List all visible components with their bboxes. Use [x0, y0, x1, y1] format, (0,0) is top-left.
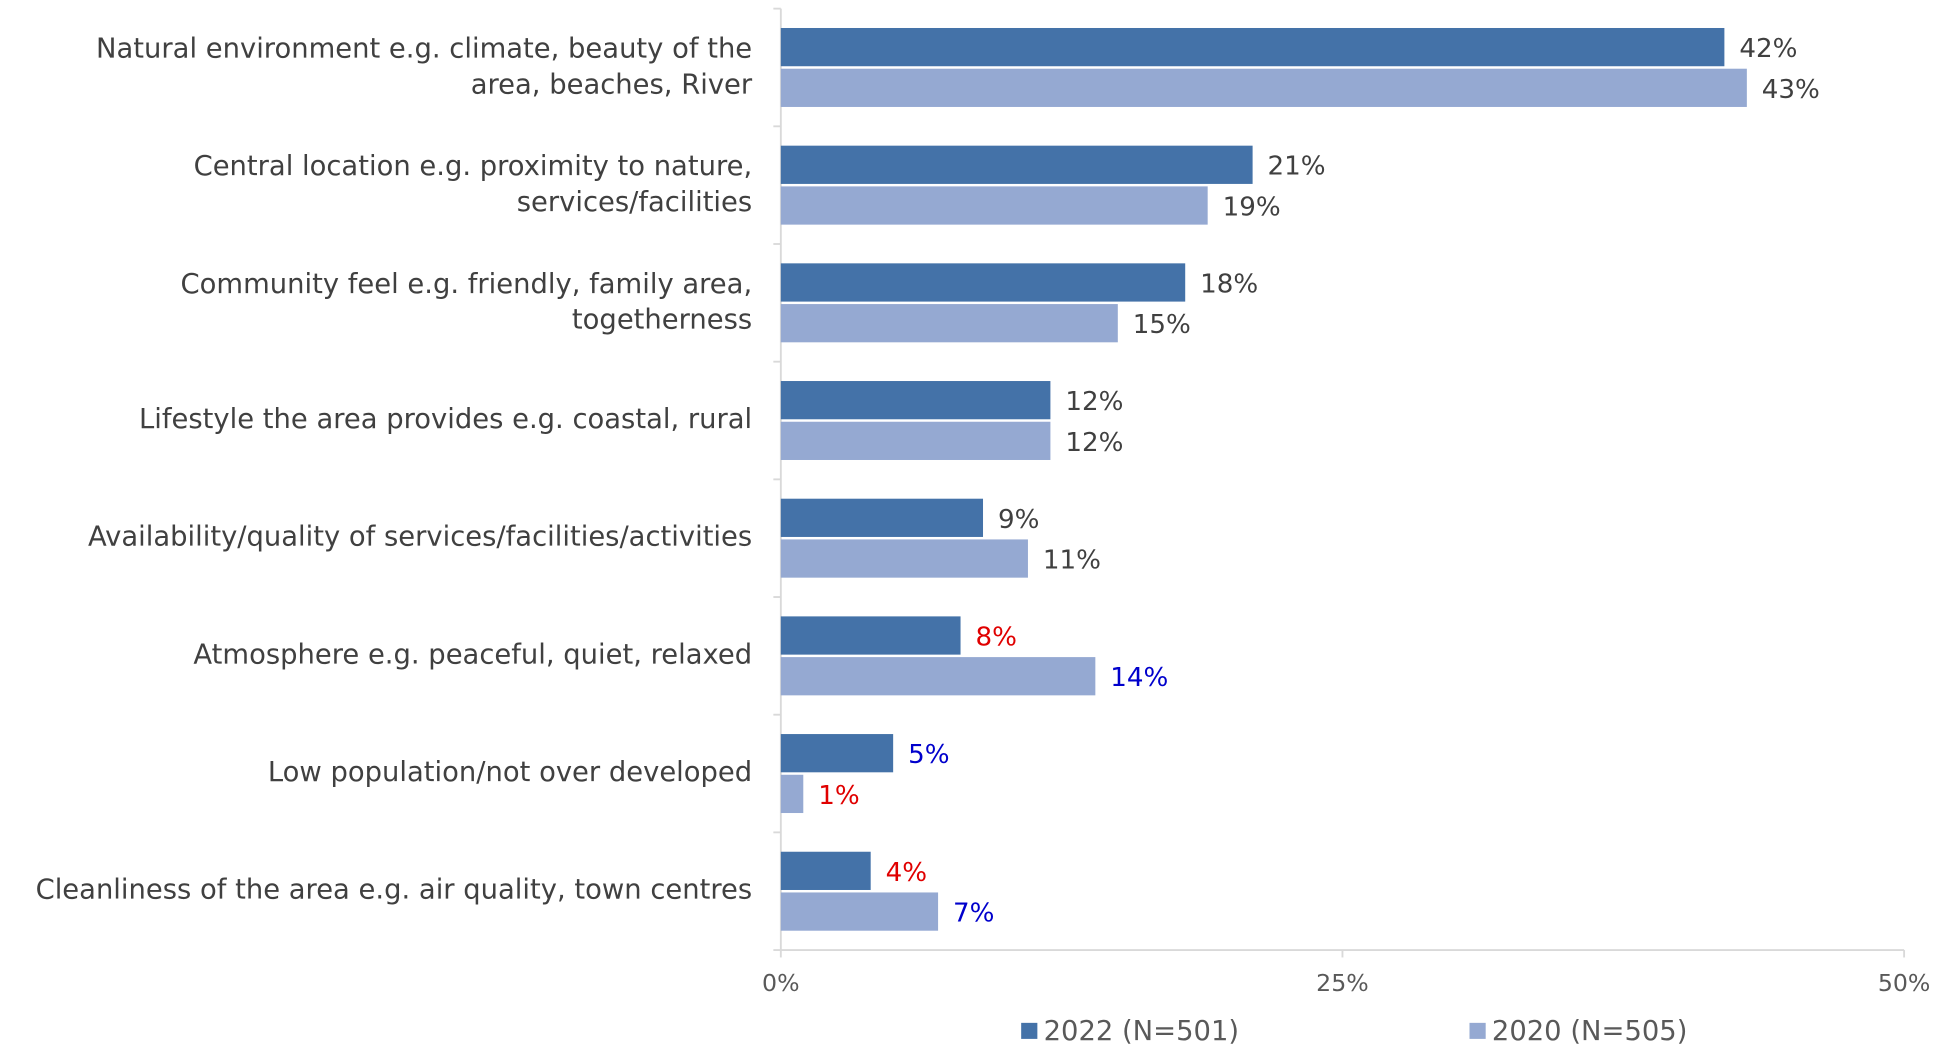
- data-label: 12%: [1065, 428, 1123, 458]
- legend-swatch: [1021, 1022, 1038, 1039]
- category-label: Low population/not over developed: [268, 757, 752, 788]
- data-label: 43%: [1762, 75, 1820, 105]
- data-label: 8%: [975, 623, 1016, 653]
- data-label: 1%: [818, 781, 859, 811]
- legend-swatch: [1469, 1022, 1486, 1039]
- category-label: Lifestyle the area provides e.g. coastal…: [139, 404, 752, 435]
- data-label: 14%: [1110, 663, 1168, 693]
- category-label: Community feel e.g. friendly, family are…: [181, 269, 753, 336]
- bar: [780, 774, 804, 814]
- category-label: Availability/quality of services/facilit…: [88, 522, 752, 553]
- data-label: 12%: [1065, 387, 1123, 417]
- bar: [780, 68, 1747, 107]
- x-tick-label: 0%: [762, 969, 800, 997]
- bar: [780, 616, 961, 655]
- category-label: Natural environment e.g. climate, beauty…: [96, 33, 753, 100]
- bar: [780, 27, 1725, 67]
- category-label: Atmosphere e.g. peaceful, quiet, relaxed: [193, 639, 752, 670]
- bar: [780, 498, 984, 537]
- data-label: 4%: [886, 858, 927, 888]
- data-label: 15%: [1133, 310, 1191, 340]
- bar: [780, 304, 1118, 343]
- bar: [780, 186, 1208, 225]
- bar: [780, 263, 1186, 302]
- bar: [780, 657, 1096, 696]
- bar: [780, 851, 871, 890]
- data-label: 7%: [953, 899, 994, 929]
- legend-label: 2022 (N=501): [1044, 1016, 1240, 1047]
- bar: [780, 539, 1028, 578]
- bar: [780, 145, 1253, 184]
- data-label: 21%: [1268, 152, 1326, 182]
- category-label: Cleanliness of the area e.g. air quality…: [36, 875, 753, 906]
- bar: [780, 381, 1051, 420]
- x-tick-label: 50%: [1878, 969, 1931, 997]
- legend-label: 2020 (N=505): [1492, 1016, 1688, 1047]
- x-tick-label: 25%: [1316, 969, 1369, 997]
- data-label: 5%: [908, 740, 949, 770]
- data-label: 9%: [998, 505, 1039, 535]
- data-label: 42%: [1739, 34, 1797, 64]
- bar: [780, 892, 939, 931]
- data-label: 19%: [1223, 193, 1281, 223]
- data-label: 18%: [1200, 270, 1258, 300]
- category-label: Central location e.g. proximity to natur…: [194, 151, 753, 218]
- data-label: 11%: [1043, 546, 1101, 576]
- bar: [780, 421, 1051, 460]
- bar: [780, 734, 894, 773]
